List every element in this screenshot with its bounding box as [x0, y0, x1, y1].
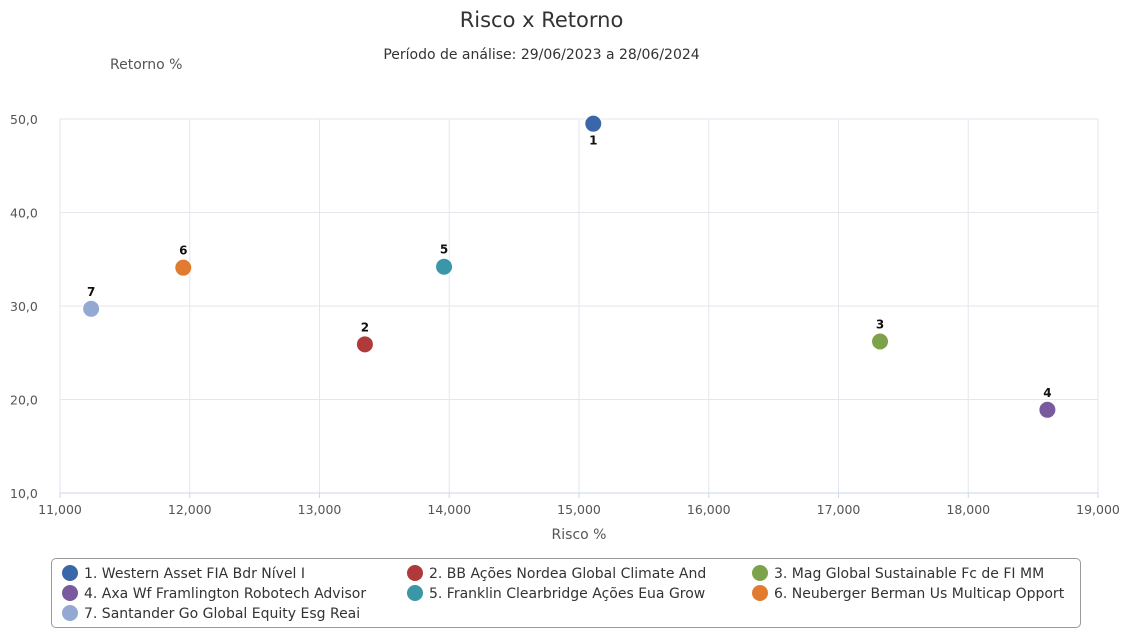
point-label-5: 5 — [440, 243, 448, 257]
scatter-plot: 11,000 12,000 13,000 14,000 15,000 16,000 17,0… — [10, 112, 1120, 543]
point-label-2: 2 — [361, 320, 369, 334]
axis-ticks: 11,000 12,000 13,000 14,000 15,000 16,000 17,0… — [10, 112, 1120, 517]
legend-marker — [62, 565, 78, 581]
x-tick-label: 16,000 — [687, 502, 731, 517]
legend-marker — [407, 565, 423, 581]
legend-label: 5. Franklin Clearbridge Ações Eua Grow — [429, 586, 706, 602]
legend-label: 4. Axa Wf Framlington Robotech Advisor — [84, 586, 367, 602]
legend-marker — [62, 605, 78, 621]
x-tick-label: 19,000 — [1076, 502, 1120, 517]
legend-label: 1. Western Asset FIA Bdr Nível I — [84, 566, 306, 582]
data-point-6[interactable] — [174, 258, 193, 277]
legend-marker — [752, 585, 768, 601]
y-axis-label: Retorno % — [110, 57, 183, 73]
legend-item-3[interactable]: 3. Mag Global Sustainable Fc de FI MM — [752, 565, 1044, 582]
data-points: 1 2 3 4 5 6 7 — [82, 114, 1057, 419]
data-point-3[interactable] — [871, 332, 890, 351]
y-tick-label: 20,0 — [10, 393, 38, 408]
y-tick-label: 30,0 — [10, 299, 38, 314]
point-label-7: 7 — [87, 285, 95, 299]
point-label-1: 1 — [589, 134, 597, 148]
legend-item-5[interactable]: 5. Franklin Clearbridge Ações Eua Grow — [407, 585, 705, 602]
legend-label: 7. Santander Go Global Equity Esg Reai — [84, 606, 361, 622]
grid-lines — [59, 118, 1099, 494]
data-point-4[interactable] — [1038, 400, 1057, 419]
x-tick-label: 13,000 — [298, 502, 342, 517]
x-axis-label: Risco % — [552, 527, 607, 543]
legend-item-4[interactable]: 4. Axa Wf Framlington Robotech Advisor — [62, 585, 366, 602]
legend-item-1[interactable]: 1. Western Asset FIA Bdr Nível I — [62, 565, 305, 582]
y-tick-label: 50,0 — [10, 112, 38, 127]
data-point-1[interactable] — [584, 114, 603, 133]
x-tick-label: 14,000 — [427, 502, 471, 517]
y-tick-label: 40,0 — [10, 206, 38, 221]
legend-item-6[interactable]: 6. Neuberger Berman Us Multicap Opport — [752, 585, 1064, 602]
legend-item-2[interactable]: 2. BB Ações Nordea Global Climate And — [407, 565, 706, 582]
x-tick-label: 17,000 — [817, 502, 861, 517]
point-label-3: 3 — [876, 318, 884, 332]
legend: 1. Western Asset FIA Bdr Nível I 2. BB Aç… — [51, 558, 1081, 628]
legend-label: 6. Neuberger Berman Us Multicap Opport — [774, 586, 1065, 602]
chart-subtitle: Período de análise: 29/06/2023 a 28/06/2… — [383, 47, 700, 63]
x-tick-label: 11,000 — [38, 502, 82, 517]
data-point-7[interactable] — [82, 299, 101, 318]
point-label-6: 6 — [179, 244, 187, 258]
legend-marker — [752, 565, 768, 581]
point-label-4: 4 — [1043, 386, 1051, 400]
x-tick-label: 12,000 — [168, 502, 212, 517]
x-tick-label: 18,000 — [946, 502, 990, 517]
y-tick-label: 10,0 — [10, 486, 38, 501]
data-point-5[interactable] — [435, 257, 454, 276]
x-tick-label: 15,000 — [557, 502, 601, 517]
legend-item-7[interactable]: 7. Santander Go Global Equity Esg Reai — [62, 605, 360, 622]
legend-label: 2. BB Ações Nordea Global Climate And — [429, 566, 707, 582]
chart-title: Risco x Retorno — [459, 8, 624, 32]
data-point-2[interactable] — [355, 335, 374, 354]
legend-marker — [407, 585, 423, 601]
legend-label: 3. Mag Global Sustainable Fc de FI MM — [774, 566, 1045, 582]
legend-marker — [62, 585, 78, 601]
